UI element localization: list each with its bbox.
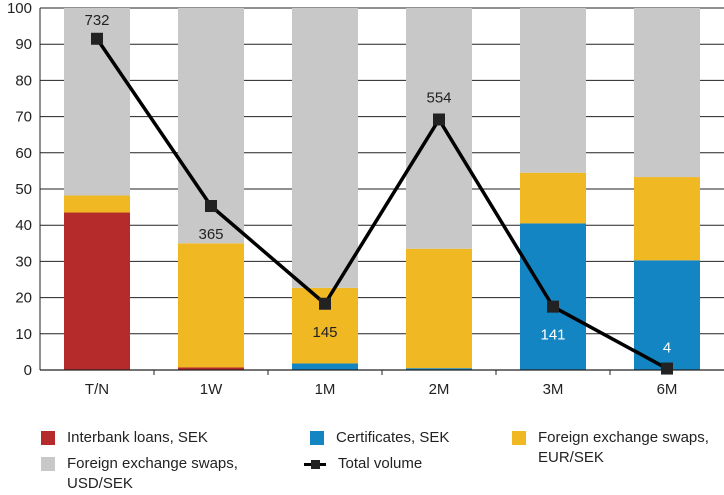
- data-label-3: 554: [426, 89, 451, 106]
- y-tick-label-10: 10: [15, 326, 32, 343]
- total-volume-marker-3: [433, 113, 445, 126]
- bar-usd-1m: [292, 8, 358, 288]
- legend-swatch-certificates: [310, 431, 324, 445]
- total-volume-marker-0: [91, 32, 103, 45]
- y-axis: 0 10 20 30 40 50 60 70 80 90 100: [7, 0, 41, 379]
- legend-item-total: Total volume: [304, 454, 422, 474]
- y-tick-label-50: 50: [15, 181, 32, 198]
- x-tick-label-2m: 2M: [429, 381, 450, 398]
- y-tick-label-20: 20: [15, 290, 32, 307]
- bar-certificates-3m: [520, 223, 586, 370]
- total-volume-marker-2: [319, 297, 331, 310]
- legend-label-interbank: Interbank loans, SEK: [67, 429, 208, 446]
- legend-swatch-total: [304, 457, 326, 471]
- legend: Interbank loans, SEK Certificates, SEK F…: [0, 418, 724, 495]
- bar-eur-1w: [178, 243, 244, 368]
- legend-item-eur: Foreign exchange swaps, EUR/SEK: [512, 428, 724, 468]
- bar-interbank-1w: [178, 367, 244, 370]
- bar-usd-6m: [634, 8, 700, 178]
- chart-svg: 0 10 20 30 40 50 60 70 80 90 100 T/N 1W 1M 2M 3M 6M 732…: [7, 0, 724, 398]
- legend-swatch-usd: [41, 457, 55, 471]
- bar-usd-3m: [520, 8, 586, 173]
- y-tick-label-0: 0: [24, 362, 32, 379]
- x-tick-label-1w: 1W: [200, 381, 223, 398]
- total-volume-marker-5: [661, 362, 673, 375]
- data-labels: 732 365 145 554 141 4: [84, 12, 671, 357]
- data-label-1: 365: [198, 226, 223, 243]
- total-volume-polyline: [95, 37, 668, 371]
- y-tick-label-30: 30: [15, 253, 32, 270]
- x-tick-label-6m: 6M: [657, 381, 678, 398]
- data-label-0: 732: [84, 12, 109, 29]
- legend-swatch-eur: [512, 431, 526, 445]
- x-tick-label-1m: 1M: [315, 381, 336, 398]
- legend-swatch-interbank: [41, 431, 55, 445]
- bar-certificates-2m: [406, 368, 472, 370]
- total-volume-line: [91, 32, 673, 375]
- bar-certificates-1m: [292, 363, 358, 370]
- total-volume-marker-4: [547, 300, 559, 313]
- x-tick-label-tn: T/N: [85, 381, 109, 398]
- bar-usd-2m: [406, 8, 472, 249]
- bar-eur-2m: [406, 248, 472, 369]
- y-tick-label-80: 80: [15, 72, 32, 89]
- bar-eur-3m: [520, 172, 586, 224]
- y-tick-label-90: 90: [15, 36, 32, 53]
- x-tick-label-3m: 3M: [543, 381, 564, 398]
- data-label-5: 4: [663, 340, 671, 357]
- y-tick-label-100: 100: [7, 0, 32, 17]
- bars: [64, 8, 700, 370]
- bar-eur-tn: [64, 195, 130, 213]
- legend-label-eur: Foreign exchange swaps, EUR/SEK: [538, 429, 709, 466]
- legend-item-usd: Foreign exchange swaps, USD/SEK: [41, 454, 261, 494]
- bar-eur-6m: [634, 177, 700, 261]
- gridlines: [40, 7, 724, 371]
- x-axis: T/N 1W 1M 2M 3M 6M: [40, 369, 724, 398]
- legend-item-certificates: Certificates, SEK: [310, 428, 449, 448]
- legend-label-certificates: Certificates, SEK: [336, 429, 450, 446]
- y-tick-label-70: 70: [15, 109, 32, 126]
- data-label-4: 141: [540, 327, 565, 344]
- data-label-2: 145: [312, 324, 337, 341]
- bar-interbank-tn: [64, 212, 130, 370]
- y-tick-label-40: 40: [15, 217, 32, 234]
- legend-label-total: Total volume: [338, 455, 423, 472]
- y-tick-label-60: 60: [15, 145, 32, 162]
- legend-item-interbank: Interbank loans, SEK: [41, 428, 208, 448]
- bar-certificates-6m: [634, 260, 700, 370]
- legend-label-usd: Foreign exchange swaps, USD/SEK: [67, 455, 238, 492]
- total-volume-marker-1: [205, 200, 217, 213]
